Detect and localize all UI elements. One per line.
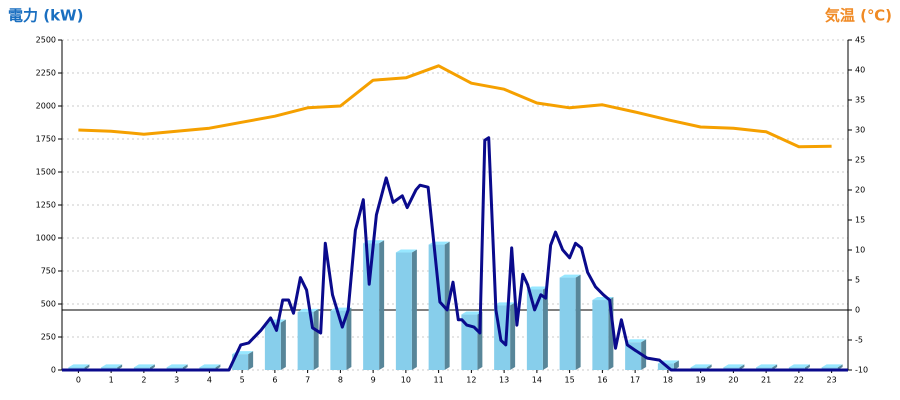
bar-side (542, 286, 548, 370)
bar-top (68, 364, 90, 368)
x-tick-label: 6 (272, 376, 277, 385)
y2-axis-title: 気温 (℃) (825, 7, 892, 25)
bar-side (510, 302, 516, 370)
x-tick-label: 13 (499, 376, 509, 385)
bar-side (248, 351, 254, 370)
y-tick-label: 1500 (36, 168, 56, 177)
x-tick-label: 17 (630, 376, 640, 385)
bar-top (788, 364, 810, 368)
y-tick-label: 500 (41, 300, 56, 309)
bar-side (280, 319, 286, 370)
y-tick-label: 1750 (36, 135, 56, 144)
y2-tick-label: 15 (855, 216, 865, 225)
bar (559, 277, 576, 370)
bar-top (821, 364, 843, 368)
x-tick-label: 7 (305, 376, 310, 385)
y-tick-label: 0 (51, 366, 56, 375)
bar-top (625, 339, 647, 343)
bar-side (379, 240, 385, 370)
x-tick-label: 8 (338, 376, 343, 385)
x-tick-label: 9 (371, 376, 376, 385)
x-tick-label: 16 (597, 376, 607, 385)
x-tick-label: 11 (434, 376, 444, 385)
bar-top (690, 364, 712, 368)
x-tick-label: 22 (794, 376, 804, 385)
x-tick-label: 15 (565, 376, 575, 385)
line (62, 136, 848, 372)
bar-side (346, 307, 352, 370)
x-tick-label: 4 (207, 376, 212, 385)
y-tick-label: 2250 (36, 69, 56, 78)
y2-tick-label: 45 (855, 36, 865, 45)
bar (526, 289, 543, 370)
y-tick-label: 2500 (36, 36, 56, 45)
bar-top (559, 274, 581, 278)
y-tick-label: 250 (41, 333, 56, 342)
bar (625, 342, 642, 370)
y2-tick-label: 0 (855, 306, 860, 315)
y-tick-label: 750 (41, 267, 56, 276)
y-axis-title: 電力 (kW) (8, 7, 83, 25)
y-tick-label: 2000 (36, 102, 56, 111)
bar (264, 322, 281, 370)
y-tick-label: 1250 (36, 201, 56, 210)
bar-top (526, 286, 548, 290)
line (78, 64, 832, 149)
x-tick-label: 14 (532, 376, 542, 385)
x-tick-label: 2 (141, 376, 146, 385)
bar-top (723, 364, 745, 368)
y2-tick-label: 5 (855, 276, 860, 285)
bar (592, 300, 609, 370)
y2-tick-label: -10 (855, 366, 868, 375)
bar-top (199, 364, 221, 368)
x-tick-label: 19 (696, 376, 706, 385)
x-tick-label: 1 (109, 376, 114, 385)
bar-top (395, 249, 417, 253)
bar (297, 311, 314, 370)
bar-side (411, 249, 417, 370)
x-tick-label: 23 (827, 376, 837, 385)
bar-top (756, 364, 778, 368)
bar (428, 244, 445, 370)
x-tick-label: 0 (76, 376, 81, 385)
y2-tick-label: 40 (855, 66, 865, 75)
bar-side (673, 360, 679, 370)
y2-tick-label: 30 (855, 126, 865, 135)
x-tick-label: 18 (663, 376, 673, 385)
bar-top (494, 302, 516, 306)
y-tick-label: 1000 (36, 234, 56, 243)
bar-top (166, 364, 188, 368)
y2-tick-label: -5 (855, 336, 863, 345)
bar-top (101, 364, 123, 368)
x-tick-label: 3 (174, 376, 179, 385)
y2-tick-label: 20 (855, 186, 865, 195)
bar-top (133, 364, 155, 368)
bar (395, 252, 412, 370)
y2-tick-label: 35 (855, 96, 865, 105)
bar-top (297, 308, 319, 312)
bar-top (461, 311, 483, 315)
x-tick-label: 12 (466, 376, 476, 385)
x-tick-label: 21 (761, 376, 771, 385)
bar-side (575, 274, 581, 370)
x-tick-label: 5 (240, 376, 245, 385)
x-tick-label: 10 (401, 376, 411, 385)
y2-tick-label: 25 (855, 156, 865, 165)
bar-side (313, 308, 319, 370)
x-tick-label: 20 (728, 376, 738, 385)
y2-tick-label: 10 (855, 246, 865, 255)
